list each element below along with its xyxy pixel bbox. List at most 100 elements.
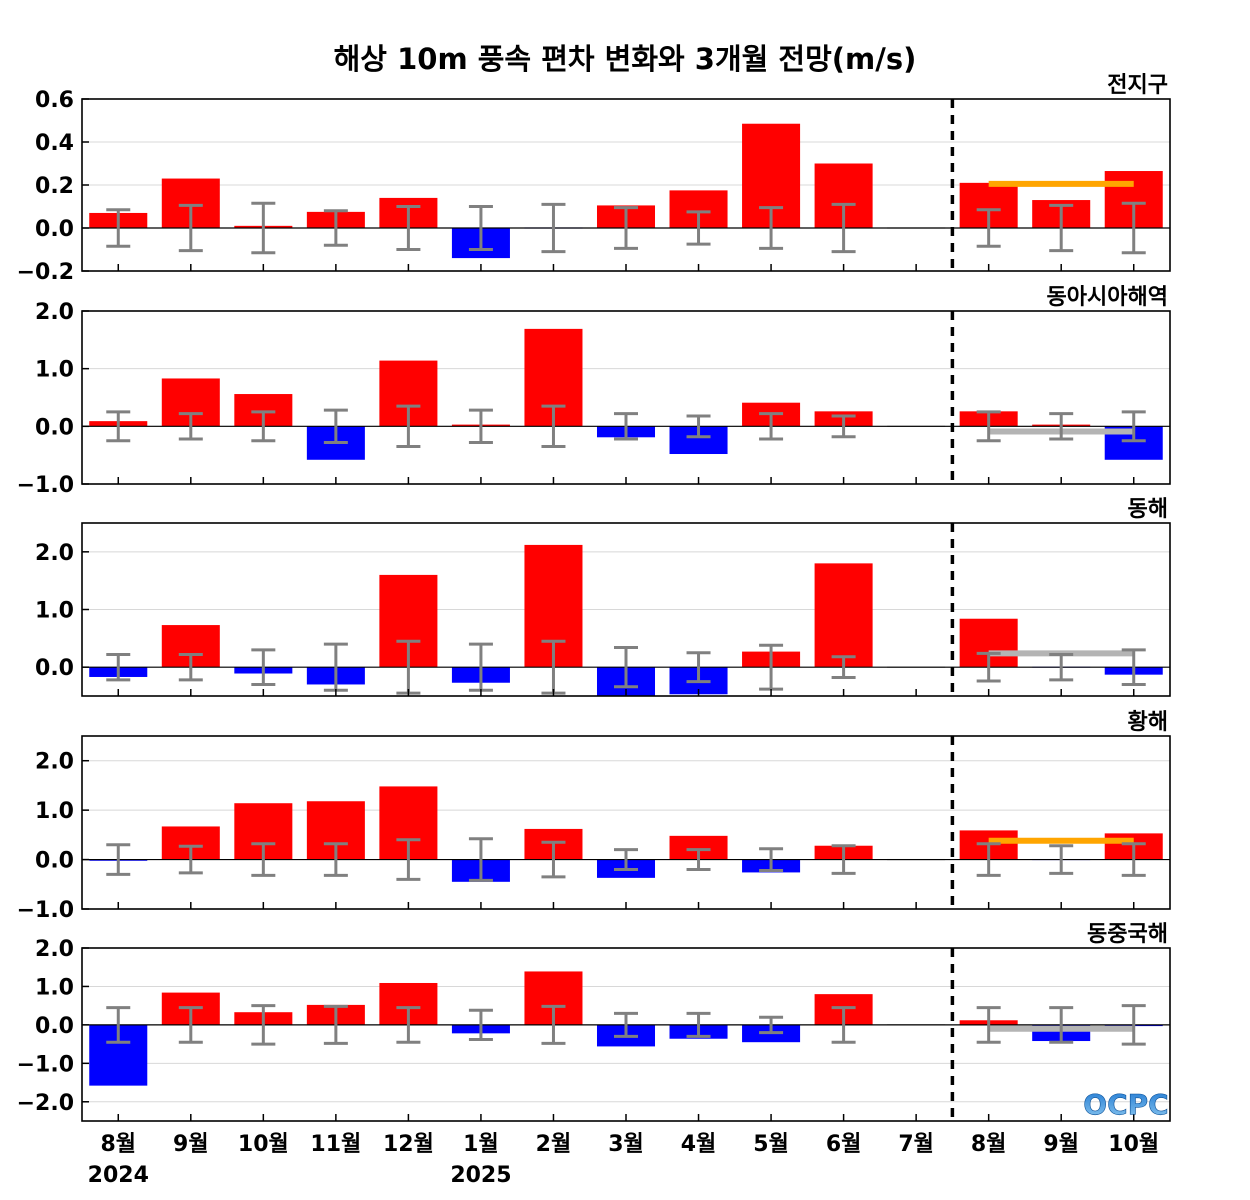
error-bar xyxy=(614,1011,638,1038)
error-bar xyxy=(541,202,566,254)
y-tick-label: 0.4 xyxy=(35,131,74,156)
error-bar xyxy=(251,201,276,255)
error-bar xyxy=(106,1006,131,1044)
y-tick-label: 0.6 xyxy=(35,88,74,113)
error-bar xyxy=(614,646,638,689)
error-bar xyxy=(1121,1004,1146,1046)
error-bar xyxy=(614,848,638,871)
x-tick-label: 2월 xyxy=(536,1132,572,1157)
y-tick-label: 0.0 xyxy=(35,849,74,874)
panel-title: 동중국해 xyxy=(1087,922,1168,947)
error-bar xyxy=(396,205,421,251)
y-tick-label: 2.0 xyxy=(35,937,74,962)
panel-1: −0.2 0.0 0.2 0.4 0.6 전지구 xyxy=(17,73,1171,285)
panel-3: 0.0 1.0 2.0 동해 xyxy=(35,497,1171,697)
error-bar xyxy=(106,410,131,443)
x-tick-label: 10월 xyxy=(1108,1132,1159,1157)
y-tick-label: 1.0 xyxy=(35,358,74,383)
y-tick-label: 0.0 xyxy=(35,217,74,242)
error-bar xyxy=(541,1004,566,1045)
bar xyxy=(814,563,873,668)
error-bar xyxy=(178,203,203,253)
logo-text: OCPC xyxy=(1084,1088,1168,1120)
error-bar xyxy=(759,1015,784,1035)
panel-plot-area xyxy=(82,544,1170,696)
x-tick-label: 9월 xyxy=(173,1132,209,1157)
x-tick-label: 8월 xyxy=(971,1132,1007,1157)
panel-title: 황해 xyxy=(1128,710,1168,735)
error-bar xyxy=(178,412,203,441)
x-year-label: 2025 xyxy=(450,1163,511,1188)
error-bar xyxy=(1049,203,1074,253)
error-bar xyxy=(106,843,131,876)
y-tick-label: 1.0 xyxy=(35,975,74,1000)
bar xyxy=(669,835,728,860)
error-bar xyxy=(251,410,276,443)
error-bar xyxy=(686,414,711,439)
error-bar xyxy=(468,408,493,444)
error-bar xyxy=(831,202,856,254)
error-bar xyxy=(541,840,566,879)
error-bar xyxy=(1049,1006,1074,1044)
error-bar xyxy=(686,651,711,684)
error-bar xyxy=(1121,842,1146,877)
error-bar xyxy=(1049,412,1074,441)
y-tick-label: −1.0 xyxy=(17,898,74,923)
x-tick-label: 5월 xyxy=(753,1132,789,1157)
error-bar xyxy=(976,651,1001,683)
error-bar xyxy=(759,412,784,441)
error-bar xyxy=(831,414,856,439)
x-tick-label: 7월 xyxy=(898,1132,934,1157)
y-tick-label: 0.0 xyxy=(35,415,74,440)
error-bar xyxy=(976,410,1001,443)
error-bar xyxy=(396,838,421,881)
error-bar xyxy=(759,847,784,872)
error-bar xyxy=(759,206,784,250)
x-tick-label: 11월 xyxy=(310,1132,361,1157)
error-bar xyxy=(251,648,276,686)
error-bar xyxy=(396,1006,421,1044)
error-bar xyxy=(178,844,203,875)
error-bar xyxy=(614,206,638,250)
error-bar xyxy=(541,404,566,449)
error-bar xyxy=(251,842,276,877)
error-bar xyxy=(686,848,711,871)
y-tick-label: 1.0 xyxy=(35,599,74,624)
chart-title: 해상 10m 풍속 편차 변화와 3개월 전망(m/s) xyxy=(333,42,917,76)
ocpc-logo: OCPC xyxy=(1084,1088,1168,1120)
error-bar xyxy=(1121,410,1146,443)
error-bar xyxy=(323,408,348,444)
error-bar xyxy=(106,208,131,248)
error-bar xyxy=(468,1008,493,1041)
y-tick-label: −1.0 xyxy=(17,473,74,498)
y-tick-label: −2.0 xyxy=(17,1091,74,1116)
panel-title: 동아시아해역 xyxy=(1047,285,1168,310)
error-bar xyxy=(323,1004,348,1045)
panel-title: 전지구 xyxy=(1107,73,1168,98)
error-bar xyxy=(106,652,131,682)
panel-title: 동해 xyxy=(1128,497,1168,522)
y-tick-label: −0.2 xyxy=(17,260,74,285)
panel-plot-area xyxy=(82,123,1170,259)
error-bar xyxy=(976,208,1001,248)
x-tick-label: 4월 xyxy=(681,1132,717,1157)
y-tick-label: 0.0 xyxy=(35,656,74,681)
y-tick-label: 0.0 xyxy=(35,1014,74,1039)
error-bar xyxy=(1049,652,1074,682)
error-bar xyxy=(468,837,493,882)
y-tick-label: 2.0 xyxy=(35,750,74,775)
error-bar xyxy=(976,1006,1001,1044)
panel-plot-area xyxy=(82,786,1170,882)
error-bar xyxy=(976,842,1001,877)
error-bar xyxy=(323,209,348,247)
error-bar xyxy=(1049,844,1074,875)
error-bar xyxy=(686,1011,711,1038)
x-tick-label: 8월 xyxy=(100,1132,136,1157)
panel-4: −1.0 0.0 1.0 2.0 황해 xyxy=(17,710,1171,923)
error-bar xyxy=(396,404,421,449)
x-tick-label: 12월 xyxy=(383,1132,434,1157)
y-tick-label: −1.0 xyxy=(17,1052,74,1077)
error-bar xyxy=(251,1004,276,1046)
error-bar xyxy=(614,412,638,441)
